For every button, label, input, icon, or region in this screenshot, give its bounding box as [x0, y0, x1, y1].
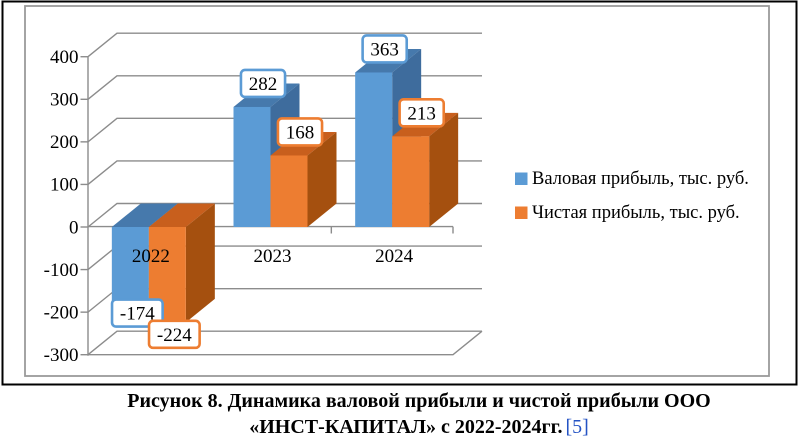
- bar-top-2022-s0: [111, 203, 178, 227]
- profit-bar-chart: 400 300 200 100 0 -100 -200 -300 2022 2023 2024 -17…: [1, 0, 798, 386]
- data-label-2023-s0-box: [239, 68, 287, 99]
- floor-edge: [88, 330, 483, 356]
- caption-line-1: Рисунок 8. Динамика валовой прибыли и чи…: [127, 390, 711, 412]
- data-label-2022-s1-box: [147, 319, 201, 350]
- citation-link[interactable]: [5]: [565, 416, 589, 438]
- y-axis-label--300: -300: [44, 345, 79, 366]
- data-label-2022-s0-box: [110, 298, 164, 328]
- bar-front-2022-s0: [111, 227, 149, 302]
- legend-label-0: Валовая прибыль, тыс. руб.: [532, 169, 749, 189]
- bar-side-2023-s1: [307, 131, 337, 227]
- bar-front-2024-s0: [355, 72, 393, 227]
- category-label-2024: 2024: [375, 246, 414, 267]
- data-label-2023-s1-box: [276, 117, 324, 147]
- legend-swatch-0: [515, 172, 528, 185]
- bar-front-2023-s0: [233, 106, 271, 227]
- figure-caption: Рисунок 8. Динамика валовой прибыли и чи…: [0, 388, 800, 440]
- grid-line--300: [87, 330, 482, 356]
- bar-side-2022-s1: [185, 203, 215, 323]
- category-label-2023: 2023: [254, 246, 292, 267]
- legend-label-1: Чистая прибыль, тыс. руб.: [532, 203, 740, 223]
- bar-front-2024-s1: [392, 136, 430, 227]
- y-axis-label-400: 400: [50, 47, 79, 68]
- y-axis-label-100: 100: [50, 175, 79, 196]
- bar-side-2024-s1: [429, 112, 459, 227]
- y-axis-label--100: -100: [44, 260, 79, 281]
- y-axis-label--200: -200: [44, 302, 79, 323]
- data-label-2023-s0: 282: [249, 74, 278, 95]
- data-label-2024-s1: 213: [407, 103, 436, 124]
- data-label-2024-s1-box: [398, 98, 446, 128]
- y-axis-label-300: 300: [50, 90, 79, 111]
- category-label-2022: 2022: [132, 246, 170, 267]
- y-axis-label-0: 0: [69, 217, 79, 238]
- data-label-2022-s1: -224: [157, 325, 192, 346]
- data-label-2024-s0: 363: [370, 39, 399, 60]
- data-label-2024-s0-box: [361, 34, 409, 64]
- bar-top-2022-s1: [148, 203, 215, 227]
- caption-line-2: «ИНСТ-КАПИТАЛ» с 2022-2024гг. [5]: [34, 414, 800, 440]
- legend-swatch-1: [515, 206, 528, 219]
- grid-line-400: [87, 32, 482, 58]
- y-axis-label-200: 200: [50, 132, 79, 153]
- caption-line-2-text: «ИНСТ-КАПИТАЛ» с 2022-2024гг.: [249, 416, 563, 438]
- bar-front-2023-s1: [270, 155, 308, 227]
- data-label-2023-s1: 168: [286, 122, 315, 143]
- data-label-2022-s0: -174: [120, 304, 155, 325]
